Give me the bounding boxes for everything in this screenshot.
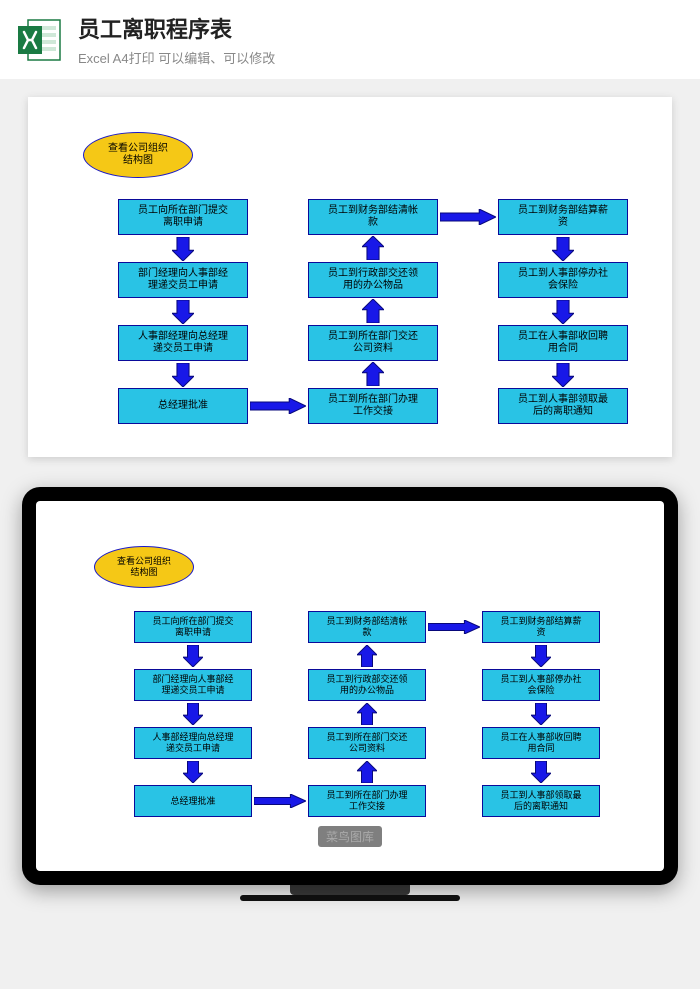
org-chart-ellipse: 查看公司组织结构图 [94, 546, 194, 588]
flow-node-c2r2: 员工到行政部交还领用的办公物品 [308, 262, 438, 298]
page-title: 员工离职程序表 [78, 12, 275, 44]
flow-node-c1r4: 总经理批准 [118, 388, 248, 424]
flow-node-c2r3: 员工到所在部门交还公司资料 [308, 325, 438, 361]
flow-node-c1r2: 部门经理向人事部经理递交员工申请 [118, 262, 248, 298]
flow-node-c1r1: 员工向所在部门提交离职申请 [134, 611, 252, 643]
header: 员工离职程序表 Excel A4打印 可以编辑、可以修改 [0, 0, 700, 79]
flow-node-c2r1: 员工到财务部结清帐款 [308, 199, 438, 235]
flow-node-c1r2: 部门经理向人事部经理递交员工申请 [134, 669, 252, 701]
monitor-preview: 查看公司组织结构图员工向所在部门提交离职申请部门经理向人事部经理递交员工申请人事… [22, 487, 678, 901]
flow-node-c3r1: 员工到财务部结算薪资 [482, 611, 600, 643]
flow-node-c3r3: 员工在人事部收回聘用合同 [498, 325, 628, 361]
flow-node-c1r3: 人事部经理向总经理递交员工申请 [118, 325, 248, 361]
preview-panel-1: 查看公司组织结构图员工向所在部门提交离职申请部门经理向人事部经理递交员工申请人事… [28, 97, 672, 457]
flow-node-c3r2: 员工到人事部停办社会保险 [482, 669, 600, 701]
flow-node-c3r1: 员工到财务部结算薪资 [498, 199, 628, 235]
excel-icon [16, 16, 64, 64]
flow-node-c2r3: 员工到所在部门交还公司资料 [308, 727, 426, 759]
flow-node-c2r4: 员工到所在部门办理工作交接 [308, 785, 426, 817]
flow-node-c3r4: 员工到人事部领取最后的离职通知 [498, 388, 628, 424]
flow-node-c2r1: 员工到财务部结清帐款 [308, 611, 426, 643]
flow-node-c1r3: 人事部经理向总经理递交员工申请 [134, 727, 252, 759]
flowchart-canvas-1: 查看公司组织结构图员工向所在部门提交离职申请部门经理向人事部经理递交员工申请人事… [28, 97, 672, 457]
flowchart-canvas-2: 查看公司组织结构图员工向所在部门提交离职申请部门经理向人事部经理递交员工申请人事… [36, 501, 664, 871]
flow-node-c1r4: 总经理批准 [134, 785, 252, 817]
watermark: 菜鸟图库 [318, 826, 382, 847]
flow-node-c3r4: 员工到人事部领取最后的离职通知 [482, 785, 600, 817]
flow-node-c3r2: 员工到人事部停办社会保险 [498, 262, 628, 298]
flow-node-c2r2: 员工到行政部交还领用的办公物品 [308, 669, 426, 701]
flow-node-c1r1: 员工向所在部门提交离职申请 [118, 199, 248, 235]
flow-node-c3r3: 员工在人事部收回聘用合同 [482, 727, 600, 759]
flow-node-c2r4: 员工到所在部门办理工作交接 [308, 388, 438, 424]
page-subtitle: Excel A4打印 可以编辑、可以修改 [78, 48, 275, 67]
org-chart-ellipse: 查看公司组织结构图 [83, 132, 193, 178]
